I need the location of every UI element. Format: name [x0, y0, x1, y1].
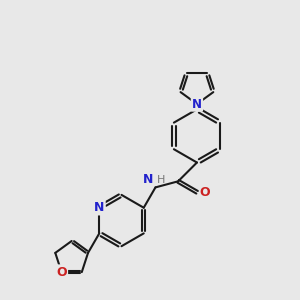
Text: H: H — [157, 175, 165, 185]
Text: O: O — [199, 186, 210, 199]
Text: N: N — [143, 173, 153, 187]
Text: N: N — [192, 98, 202, 110]
Text: N: N — [94, 201, 104, 214]
Text: O: O — [56, 266, 67, 279]
